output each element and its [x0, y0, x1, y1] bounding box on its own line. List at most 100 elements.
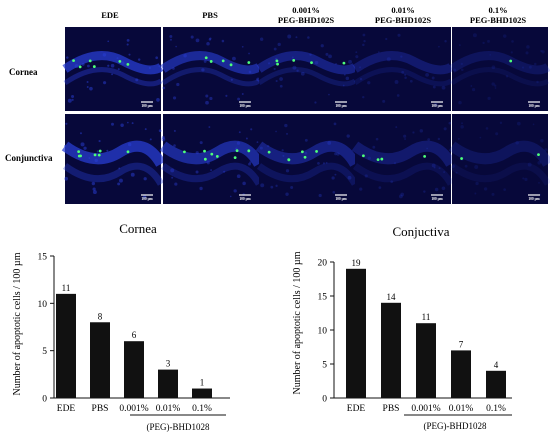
- apoptotic-cell-marker: [229, 63, 233, 67]
- data-label: 6: [132, 330, 137, 340]
- micrograph-tile: 100 µm: [352, 27, 454, 111]
- micrograph-tile: 100 µm: [256, 27, 358, 111]
- apoptotic-cell-marker: [204, 56, 208, 60]
- data-label: 19: [352, 258, 362, 268]
- micrograph-tile: 100 µm: [351, 114, 456, 204]
- apoptotic-cell-marker: [310, 61, 313, 65]
- y-tick-label: 15: [318, 293, 328, 303]
- apoptotic-cell-marker: [287, 158, 291, 162]
- data-label: 11: [62, 283, 71, 293]
- x-tick-label: EDE: [57, 404, 76, 414]
- apoptotic-cell-marker: [303, 155, 307, 159]
- scale-bar-label: 100 µm: [431, 104, 442, 108]
- scale-bar-label: 100 µm: [141, 104, 152, 108]
- apoptotic-cell-marker: [77, 150, 81, 154]
- apoptotic-cell-marker: [215, 155, 219, 158]
- column-header-ede: EDE: [101, 10, 119, 20]
- bar: [451, 350, 471, 398]
- micrograph-tile: 100 µm: [160, 27, 262, 111]
- micrograph-tile: 100 µm: [448, 114, 550, 204]
- bar: [381, 302, 401, 398]
- y-axis-label: Number of apoptotic cells / 100 µm: [292, 251, 303, 394]
- micrograph-tiles: 100 µm 100 µm 100 µm 100 µm 100 µm 100 µm 100 …: [61, 27, 550, 204]
- data-label: 11: [422, 312, 431, 322]
- apoptotic-cell-marker: [376, 158, 380, 162]
- row-labels: Cornea Conjunctiva: [5, 67, 53, 163]
- apoptotic-cell-marker: [126, 62, 130, 66]
- bars: 19 EDE 14 PBS 11 0.001% 7 0.01% 4 0.1%: [346, 258, 506, 414]
- x-tick-label: 0.1%: [192, 404, 212, 414]
- bar: [346, 268, 366, 398]
- data-label: 8: [98, 311, 103, 321]
- micrograph-tile: 100 µm: [255, 114, 360, 204]
- x-tick-label: EDE: [347, 404, 366, 414]
- apoptotic-cell-marker: [210, 152, 214, 156]
- scale-bar-label: 100 µm: [239, 197, 250, 201]
- apoptotic-cell-marker: [126, 150, 130, 154]
- apoptotic-cell-marker: [315, 150, 318, 153]
- conjunctiva-bar-chart: Conjuctiva Number of apoptotic cells / 1…: [292, 224, 512, 431]
- column-header-001-line2: PEG-BHD102S: [375, 15, 431, 25]
- apoptotic-cell-marker: [203, 149, 206, 153]
- apoptotic-cell-marker: [537, 153, 540, 157]
- column-header-0001-line1: 0.001%: [292, 5, 320, 15]
- apoptotic-cell-marker: [77, 154, 81, 158]
- scale-bar-label: 100 µm: [528, 197, 539, 201]
- apoptotic-cell-marker: [98, 149, 102, 153]
- data-label: 1: [200, 378, 205, 388]
- apoptotic-cell-marker: [88, 59, 92, 63]
- apoptotic-cell-marker: [275, 59, 279, 63]
- apoptotic-cell-marker: [380, 157, 384, 161]
- data-label: 4: [494, 360, 499, 370]
- chart-title: Cornea: [119, 221, 157, 236]
- x-tick-label: PBS: [383, 404, 400, 414]
- y-tick-label: 0: [322, 395, 327, 405]
- y-axis-label: Number of apoptotic cells / 100 µm: [12, 252, 23, 395]
- x-tick-label: 0.001%: [411, 404, 440, 414]
- column-header-0001-line2: PEG-BHD102S: [278, 15, 334, 25]
- apoptotic-cell-marker: [342, 61, 346, 65]
- y-tick-label: 0: [42, 395, 47, 405]
- y-tick-label: 5: [42, 347, 47, 357]
- apoptotic-cell-marker: [209, 60, 213, 63]
- y-tick-label: 20: [318, 259, 328, 269]
- y-tick-label: 15: [38, 253, 48, 263]
- apoptotic-cell-marker: [97, 153, 101, 157]
- y-tick-label: 10: [38, 300, 48, 310]
- x-tick-label: 0.01%: [156, 404, 181, 414]
- apoptotic-cell-marker: [292, 58, 296, 62]
- column-header-01-line2: PEG-BHD102S: [470, 15, 526, 25]
- y-tick-label: 10: [318, 327, 328, 337]
- scale-bar-label: 100 µm: [528, 104, 539, 108]
- x-tick-label: 0.1%: [486, 404, 506, 414]
- apoptotic-cell-marker: [235, 149, 239, 153]
- apoptotic-cell-marker: [233, 156, 237, 160]
- data-label: 3: [166, 359, 171, 369]
- apoptotic-cell-marker: [203, 157, 207, 161]
- apoptotic-cell-marker: [362, 154, 365, 158]
- bar: [90, 322, 110, 398]
- scale-bar-label: 100 µm: [335, 104, 346, 108]
- bar: [486, 370, 506, 398]
- column-headers: EDE PBS 0.001% PEG-BHD102S 0.01% PEG-BHD…: [101, 5, 526, 25]
- micrograph-tile: 100 µm: [449, 27, 550, 111]
- apoptotic-cell-marker: [247, 61, 251, 64]
- x-tick-label: 0.01%: [449, 404, 474, 414]
- cornea-bar-chart: Cornea Number of apoptotic cells / 100 µ…: [12, 221, 230, 432]
- bar: [416, 323, 436, 398]
- apoptotic-cell-marker: [118, 60, 122, 63]
- x-tick-label: 0.001%: [119, 404, 148, 414]
- bar: [192, 388, 212, 398]
- row-label-cornea: Cornea: [9, 67, 38, 77]
- column-header-pbs: PBS: [202, 10, 218, 20]
- group-label: (PEG)-BHD1028: [147, 422, 210, 432]
- x-tick-label: PBS: [92, 404, 109, 414]
- chart-title: Conjuctiva: [392, 224, 449, 239]
- micrograph-tile: 100 µm: [61, 114, 166, 204]
- apoptotic-cell-marker: [423, 154, 427, 158]
- apoptotic-cell-marker: [72, 59, 75, 62]
- apoptotic-cell-marker: [93, 153, 97, 157]
- apoptotic-cell-marker: [183, 150, 186, 154]
- apoptotic-cell-marker: [221, 59, 225, 63]
